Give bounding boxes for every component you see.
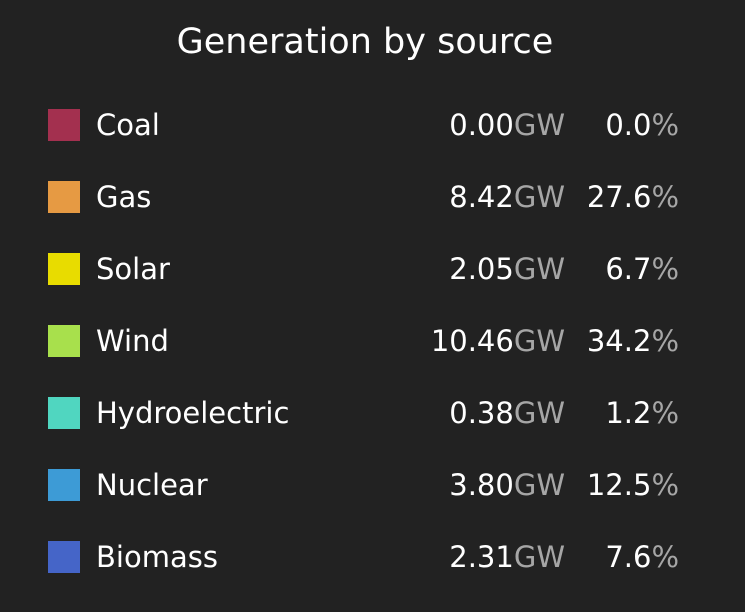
percent-value: 0.0 [605, 108, 652, 142]
source-power: 2.05GW [449, 250, 565, 288]
percent-value: 34.2 [586, 324, 652, 358]
percent-value: 1.2 [605, 396, 652, 430]
source-power: 0.38GW [449, 394, 565, 432]
source-power: 8.42GW [449, 178, 565, 216]
source-percent: 6.7% [605, 250, 679, 288]
gas-color-swatch [48, 181, 80, 213]
power-value: 10.46 [430, 324, 514, 358]
source-percent: 34.2% [587, 322, 679, 360]
coal-color-swatch [48, 109, 80, 141]
percent-value: 6.7 [605, 252, 652, 286]
hydroelectric-color-swatch [48, 397, 80, 429]
power-unit: GW [513, 540, 565, 574]
source-percent: 1.2% [605, 394, 679, 432]
panel-title: Generation by source [176, 22, 554, 62]
percent-unit: % [651, 324, 679, 358]
source-name: Biomass [96, 540, 218, 574]
percent-unit: % [651, 396, 679, 430]
source-percent: 0.0% [605, 106, 679, 144]
power-unit: GW [513, 324, 565, 358]
source-row-gas: Gas 8.42GW 27.6% [0, 161, 745, 233]
source-name: Hydroelectric [96, 396, 290, 430]
power-value: 8.42 [449, 180, 514, 214]
source-row-hydroelectric: Hydroelectric 0.38GW 1.2% [0, 377, 745, 449]
source-power: 0.00GW [449, 106, 565, 144]
power-value: 3.80 [449, 468, 514, 502]
source-row-biomass: Biomass 2.31GW 7.6% [0, 521, 745, 593]
percent-unit: % [651, 468, 679, 502]
power-value: 0.38 [449, 396, 514, 430]
wind-color-swatch [48, 325, 80, 357]
power-value: 0.00 [449, 108, 514, 142]
power-value: 2.05 [449, 252, 514, 286]
source-percent: 12.5% [587, 466, 679, 504]
percent-value: 27.6 [586, 180, 652, 214]
percent-unit: % [651, 108, 679, 142]
source-name: Wind [96, 324, 169, 358]
nuclear-color-swatch [48, 469, 80, 501]
source-row-wind: Wind 10.46GW 34.2% [0, 305, 745, 377]
source-percent: 7.6% [605, 538, 679, 576]
power-unit: GW [513, 108, 565, 142]
source-name: Solar [96, 252, 170, 286]
source-percent: 27.6% [587, 178, 679, 216]
source-name: Gas [96, 180, 152, 214]
biomass-color-swatch [48, 541, 80, 573]
source-name: Nuclear [96, 468, 208, 502]
solar-color-swatch [48, 253, 80, 285]
power-unit: GW [513, 252, 565, 286]
source-name: Coal [96, 108, 160, 142]
power-unit: GW [513, 180, 565, 214]
source-row-coal: Coal 0.00GW 0.0% [0, 89, 745, 161]
power-unit: GW [513, 396, 565, 430]
percent-value: 7.6 [605, 540, 652, 574]
power-unit: GW [513, 468, 565, 502]
source-power: 2.31GW [449, 538, 565, 576]
source-power: 3.80GW [449, 466, 565, 504]
percent-unit: % [651, 252, 679, 286]
percent-value: 12.5 [586, 468, 652, 502]
percent-unit: % [651, 540, 679, 574]
source-row-solar: Solar 2.05GW 6.7% [0, 233, 745, 305]
source-power: 10.46GW [431, 322, 565, 360]
source-list: Coal 0.00GW 0.0% Gas 8.42GW 27.6% Solar … [0, 89, 745, 593]
power-value: 2.31 [449, 540, 514, 574]
percent-unit: % [651, 180, 679, 214]
source-row-nuclear: Nuclear 3.80GW 12.5% [0, 449, 745, 521]
